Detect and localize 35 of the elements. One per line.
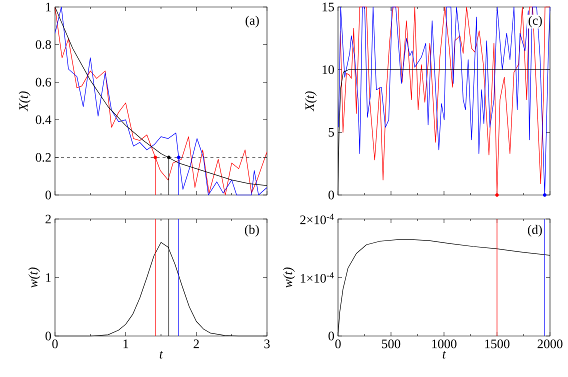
y-tick-label: 1×10$^{-4}$ — [300, 272, 334, 283]
y-tick-label: 0 — [46, 332, 51, 340]
y-tick-label: 0 — [46, 190, 51, 200]
y-tick-label: 0.2 — [36, 153, 51, 162]
y-tick-label: 0 — [328, 190, 334, 200]
x-tick-label: 2 — [194, 340, 199, 348]
x-axis-title: t — [160, 351, 164, 359]
y-tick-label: 10 — [322, 65, 334, 74]
x-tick-label: 500 — [382, 340, 400, 348]
y-tick-label: 0.8 — [36, 40, 51, 49]
y-tick-label: 0.6 — [36, 78, 52, 87]
x-axis-title: t — [442, 351, 446, 359]
y-axis-title: X(t) — [18, 91, 30, 112]
y-axis-title: w(t) — [283, 267, 295, 288]
y-tick-label: 1 — [46, 273, 51, 282]
y-axis-title: w(t) — [28, 267, 40, 288]
y-tick-label: 1 — [46, 2, 51, 12]
annotation: (b) — [244, 224, 259, 237]
y-tick-label: 15 — [322, 2, 334, 12]
x-tick-label: 0 — [52, 340, 58, 348]
annotation: (a) — [246, 16, 259, 28]
y-tick-label: 2 — [46, 214, 51, 224]
y-tick-label: 5 — [328, 128, 334, 137]
x-tick-label: 1 — [124, 340, 128, 348]
x-tick-label: 1000 — [432, 340, 456, 348]
y-tick-label: 0.4 — [36, 115, 52, 124]
x-tick-label: 1500 — [485, 340, 510, 348]
y-tick-label: 0 — [328, 332, 334, 340]
x-tick-label: 3 — [264, 340, 270, 348]
y-tick-label: 2×10$^{-4}$ — [300, 214, 334, 224]
annotation: (d) — [528, 224, 542, 237]
x-tick-label: 0 — [335, 340, 341, 348]
x-tick-label: 2000 — [538, 340, 562, 348]
y-axis-title: X(t) — [304, 91, 317, 112]
annotation: (c) — [528, 16, 542, 28]
